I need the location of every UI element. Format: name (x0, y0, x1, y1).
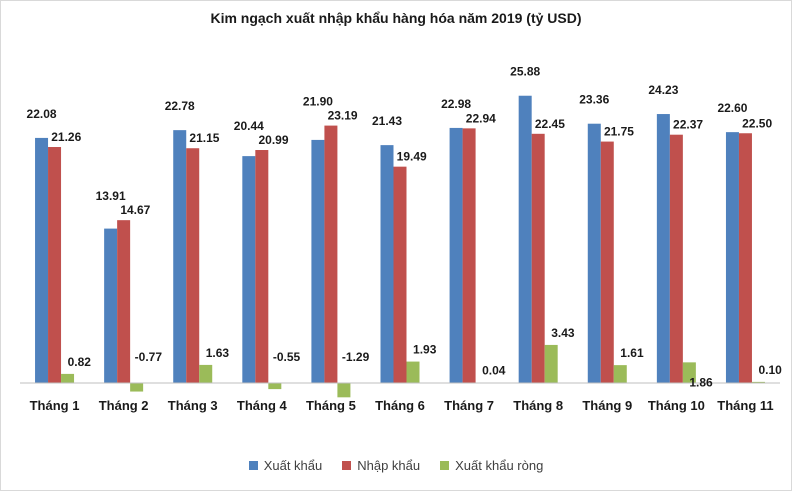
x-tick-label-8: Tháng 8 (513, 398, 563, 413)
data-label-export-8: 25.88 (510, 65, 540, 79)
legend-swatch-export (248, 461, 258, 470)
bar-net-export-2 (130, 383, 144, 392)
legend-item-net-export: Xuất khẩu ròng (440, 458, 543, 473)
data-label-import-6: 19.49 (397, 150, 427, 164)
bar-import-11 (738, 133, 752, 383)
bar-import-5 (324, 125, 338, 383)
bar-import-6 (393, 166, 407, 383)
legend-swatch-import (342, 461, 352, 470)
data-label-export-11: 22.60 (717, 101, 747, 115)
x-tick-label-1: Tháng 1 (30, 398, 80, 413)
data-label-export-1: 22.08 (27, 107, 57, 121)
x-tick-label-9: Tháng 9 (582, 398, 632, 413)
x-tick-label-4: Tháng 4 (237, 398, 288, 413)
legend-label-net-export: Xuất khẩu ròng (455, 458, 544, 473)
x-tick-label-10: Tháng 10 (648, 398, 705, 413)
x-tick-label-2: Tháng 2 (99, 398, 149, 413)
legend-label-import: Nhập khẩu (357, 458, 421, 473)
bar-export-1 (35, 137, 49, 383)
data-label-net-export-5: -1.29 (342, 350, 370, 364)
data-label-import-1: 21.26 (51, 130, 81, 144)
bar-export-9 (587, 123, 601, 383)
data-label-import-9: 21.75 (604, 125, 634, 139)
bar-export-11 (725, 132, 739, 383)
data-label-import-7: 22.94 (466, 111, 496, 125)
bar-import-1 (48, 147, 62, 383)
legend-swatch-net-export (440, 461, 450, 470)
bar-import-8 (531, 133, 545, 383)
x-tick-label-6: Tháng 6 (375, 398, 425, 413)
legend-label-export: Xuất khẩu (263, 458, 323, 473)
bar-import-9 (600, 141, 614, 383)
bar-net-export-10 (682, 362, 696, 383)
data-label-net-export-6: 1.93 (413, 343, 437, 357)
bar-export-2 (104, 228, 118, 383)
data-label-net-export-1: 0.82 (68, 355, 92, 369)
data-label-export-10: 24.23 (648, 83, 678, 97)
bar-net-export-4 (268, 383, 282, 390)
bar-export-10 (656, 114, 670, 383)
bar-import-3 (186, 148, 200, 383)
bar-export-6 (380, 145, 394, 383)
data-label-net-export-10: 1.86 (689, 375, 713, 389)
chart-legend: Xuất khẩu Nhập khẩu Xuất khẩu ròng (0, 458, 792, 473)
bar-net-export-3 (199, 364, 213, 383)
data-label-import-8: 22.45 (535, 117, 565, 131)
data-label-export-3: 22.78 (165, 99, 195, 113)
bar-net-export-5 (337, 383, 351, 398)
data-label-import-10: 22.37 (673, 118, 703, 132)
x-tick-label-11: Tháng 11 (717, 398, 773, 413)
data-label-export-9: 23.36 (579, 93, 609, 107)
data-label-net-export-4: -0.55 (273, 350, 301, 364)
data-label-net-export-7: 0.04 (482, 364, 506, 378)
data-label-net-export-3: 1.63 (206, 346, 230, 360)
bar-export-5 (311, 139, 325, 383)
chart-title: Kim ngạch xuất nhập khẩu hàng hóa năm 20… (210, 10, 582, 26)
data-label-export-5: 21.90 (303, 95, 333, 109)
bar-import-7 (462, 128, 476, 383)
data-label-export-4: 20.44 (234, 119, 264, 133)
bar-import-2 (117, 220, 131, 383)
bar-export-7 (449, 127, 463, 383)
legend-item-export: Xuất khẩu (248, 458, 323, 473)
data-label-export-2: 13.91 (96, 189, 126, 203)
bar-net-export-9 (613, 365, 627, 383)
data-label-import-2: 14.67 (120, 203, 150, 217)
data-label-import-5: 23.19 (328, 109, 358, 123)
bar-export-8 (518, 95, 532, 384)
data-label-export-6: 21.43 (372, 114, 402, 128)
data-label-net-export-9: 1.61 (620, 346, 644, 360)
data-label-net-export-8: 3.43 (551, 326, 575, 340)
x-tick-label-7: Tháng 7 (444, 398, 494, 413)
x-tick-label-5: Tháng 5 (306, 398, 356, 413)
bar-net-export-1 (61, 373, 75, 383)
legend-item-import: Nhập khẩu (342, 458, 420, 473)
bar-net-export-8 (544, 344, 558, 383)
bar-export-4 (242, 156, 256, 383)
data-label-import-11: 22.50 (742, 116, 772, 130)
bar-net-export-11 (751, 381, 765, 383)
data-label-export-7: 22.98 (441, 97, 471, 111)
data-label-net-export-2: -0.77 (135, 350, 163, 364)
bar-import-10 (669, 134, 683, 383)
data-label-import-3: 21.15 (189, 131, 219, 145)
x-tick-label-3: Tháng 3 (168, 398, 218, 413)
bar-import-4 (255, 150, 269, 383)
data-label-import-4: 20.99 (259, 133, 289, 147)
bar-net-export-6 (406, 361, 420, 383)
data-label-net-export-11: 0.10 (758, 363, 782, 377)
bar-export-3 (173, 130, 187, 383)
